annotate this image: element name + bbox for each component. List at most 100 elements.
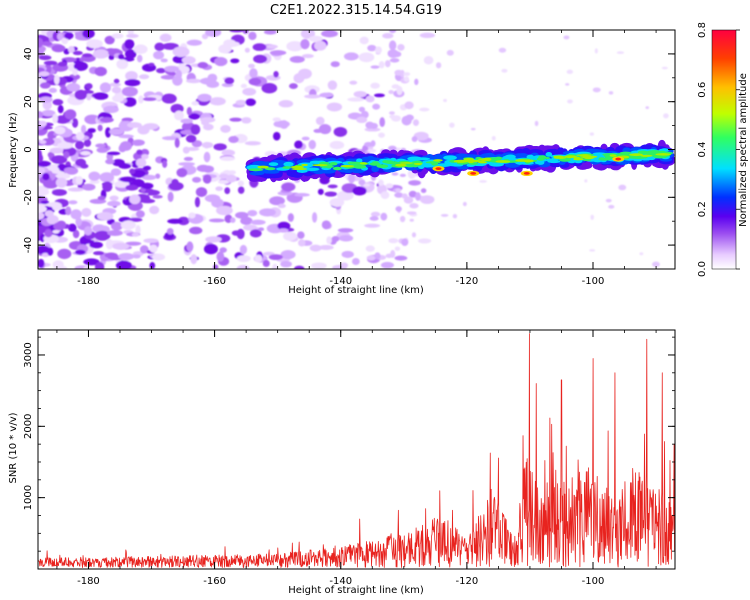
colorbar: 0.0 0.2 0.4 0.6 0.8 Normalized spectral ampl… <box>697 22 749 277</box>
colorbar-tick-label: 0.0 <box>697 261 708 277</box>
noise-blob <box>80 163 89 169</box>
noise-blob <box>52 260 64 269</box>
noise-blob <box>645 106 650 110</box>
noise-blob <box>95 143 106 148</box>
noise-blob <box>80 151 91 156</box>
noise-blob <box>236 255 251 263</box>
noise-blob <box>250 219 266 225</box>
noise-blob <box>220 156 236 161</box>
noise-blob <box>75 217 82 227</box>
noise-blob <box>83 266 89 269</box>
colorbar-tick-label: 0.8 <box>697 22 708 38</box>
noise-blob <box>152 253 166 261</box>
noise-blob <box>86 93 92 101</box>
noise-blob <box>239 244 248 255</box>
noise-blob <box>38 211 45 220</box>
signal-blob <box>421 162 433 168</box>
signal-blob <box>301 163 308 167</box>
noise-blob <box>68 45 75 54</box>
noise-blob <box>262 259 270 268</box>
noise-blob <box>314 40 327 51</box>
signal-blob <box>463 154 480 159</box>
noise-blob <box>140 198 156 204</box>
noise-blob <box>140 182 154 190</box>
noise-blob <box>321 220 331 230</box>
noise-blob <box>360 110 369 119</box>
noise-blob <box>94 66 107 77</box>
noise-blob <box>567 99 573 104</box>
noise-blob <box>65 30 81 33</box>
noise-blob <box>419 32 436 38</box>
noise-blob <box>55 177 68 188</box>
signal-blob <box>348 161 361 165</box>
noise-blob <box>241 117 252 124</box>
noise-blob <box>112 94 125 103</box>
x-tick-label: -100 <box>582 276 605 287</box>
noise-blob <box>230 217 236 223</box>
noise-blob <box>379 117 386 128</box>
noise-blob <box>125 184 139 191</box>
noise-blob <box>312 212 318 223</box>
noise-blob <box>566 69 574 75</box>
noise-blob <box>248 63 255 69</box>
noise-blob <box>412 119 419 126</box>
noise-blob <box>113 78 120 84</box>
noise-blob <box>105 238 114 250</box>
noise-blob <box>114 180 130 188</box>
noise-blob <box>51 155 68 164</box>
signal-blob <box>413 162 423 165</box>
noise-blob <box>394 246 401 252</box>
noise-blob <box>391 84 400 89</box>
snr-series-line <box>38 333 675 568</box>
signal-blob <box>547 159 561 164</box>
noise-blob <box>229 30 244 33</box>
signal-blob <box>640 154 653 157</box>
noise-blob <box>388 145 397 151</box>
noise-blob <box>110 221 123 231</box>
noise-blob <box>118 134 134 139</box>
noise-blob <box>48 87 58 93</box>
noise-blob <box>446 49 454 56</box>
noise-blob <box>118 53 125 60</box>
noise-blob <box>38 188 50 196</box>
noise-blob <box>126 33 139 38</box>
noise-blob <box>68 200 78 205</box>
noise-blob <box>338 234 354 242</box>
noise-blob <box>121 86 138 97</box>
noise-blob <box>103 105 119 114</box>
signal-blob <box>637 150 649 155</box>
noise-blob <box>136 149 143 155</box>
noise-blob <box>56 32 63 41</box>
noise-blob <box>333 126 348 137</box>
noise-blob <box>440 213 449 217</box>
noise-blob <box>186 78 202 84</box>
noise-blob <box>102 181 113 192</box>
noise-blob <box>42 172 50 181</box>
noise-blob <box>589 132 595 136</box>
noise-blob <box>389 114 396 119</box>
noise-blob <box>271 263 279 269</box>
snr-xlabel: Height of straight line (km) <box>288 585 424 596</box>
noise-blob <box>320 127 331 135</box>
y-tick-label: 2000 <box>23 414 34 439</box>
noise-blob <box>405 114 414 121</box>
noise-blob <box>86 39 103 49</box>
noise-blob <box>38 245 51 255</box>
noise-blob <box>396 86 403 96</box>
noise-blob <box>388 90 394 95</box>
noise-blob <box>52 229 60 234</box>
noise-blob <box>364 223 381 228</box>
noise-blob <box>364 142 373 147</box>
noise-blob <box>75 176 83 185</box>
noise-blob <box>300 39 310 50</box>
noise-blob <box>616 51 625 55</box>
x-tick-label: -120 <box>456 276 479 287</box>
noise-blob <box>235 99 247 106</box>
noise-blob <box>185 146 200 151</box>
noise-blob <box>72 229 80 239</box>
noise-blob <box>277 203 286 209</box>
noise-blob <box>54 126 66 135</box>
noise-blob <box>278 100 294 108</box>
noise-blob <box>168 181 184 191</box>
signal-blob <box>257 165 269 169</box>
